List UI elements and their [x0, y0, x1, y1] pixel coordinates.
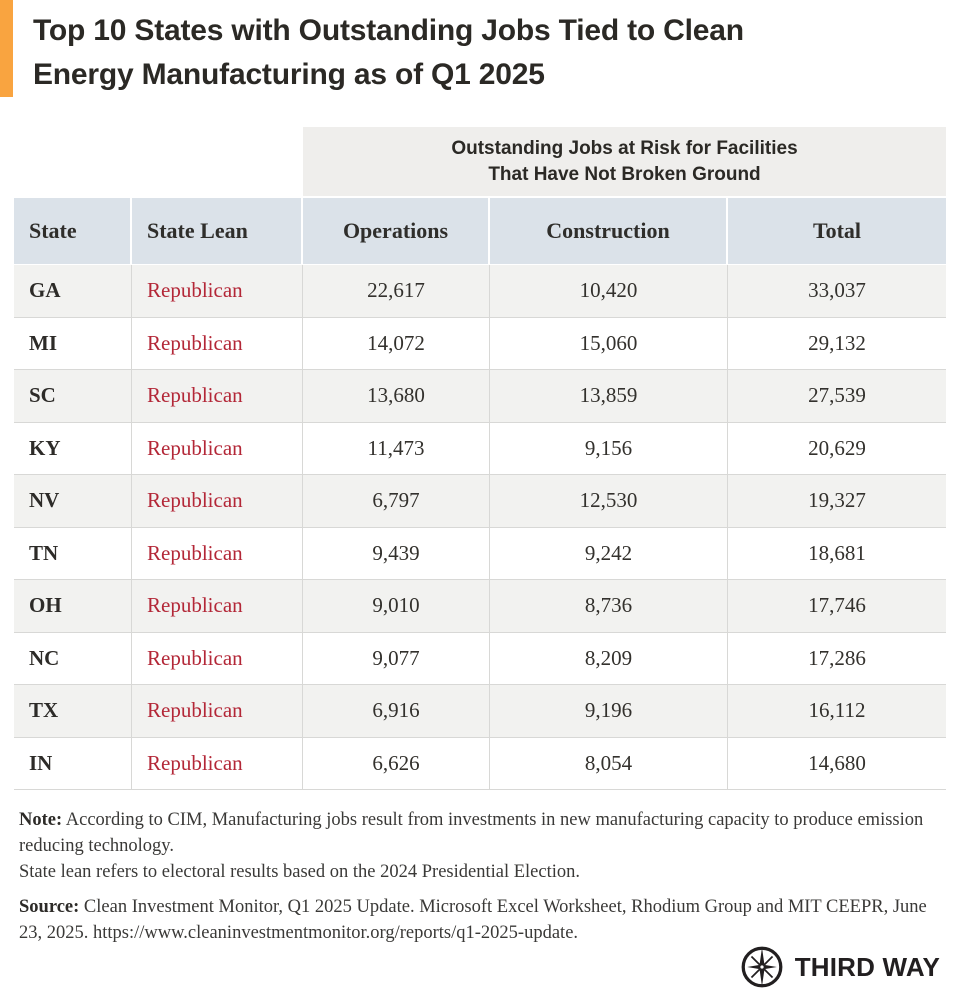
state-lean-cell: Republican — [132, 265, 303, 317]
table-row: NC Republican 9,077 8,209 17,286 — [14, 632, 946, 685]
construction-cell: 10,420 — [490, 265, 728, 317]
construction-cell: 9,196 — [490, 685, 728, 737]
construction-cell: 8,054 — [490, 737, 728, 789]
page-title-line1: Top 10 States with Outstanding Jobs Tied… — [33, 14, 744, 47]
total-cell: 19,327 — [808, 488, 866, 513]
state-lean-cell: Republican — [132, 370, 303, 422]
state-cell: IN — [14, 737, 132, 789]
logo-text: THIRD WAY — [794, 951, 940, 982]
span-header: Outstanding Jobs at Risk for Facilities … — [303, 127, 946, 196]
operations-cell: 11,473 — [303, 422, 490, 474]
table-row: NV Republican 6,797 12,530 19,327 — [14, 475, 946, 528]
table-body: GA Republican 22,617 10,420 33,037 MI Re… — [14, 265, 946, 790]
state-lean-cell: Republican — [132, 475, 303, 527]
state-lean-cell: Republican — [132, 580, 303, 632]
state-cell: SC — [14, 370, 132, 422]
construction-cell: 13,859 — [490, 370, 728, 422]
note-text: Note: According to CIM, Manufacturing jo… — [19, 810, 924, 856]
third-way-logo: THIRD WAY — [739, 944, 940, 990]
operations-cell: 14,072 — [303, 317, 490, 369]
span-header-row: Outstanding Jobs at Risk for Facilities … — [14, 127, 946, 196]
table-row: TN Republican 9,439 9,242 18,681 — [14, 527, 946, 580]
state-cell: KY — [14, 422, 132, 474]
state-lean-cell: Republican — [132, 632, 303, 684]
jobs-table: Outstanding Jobs at Risk for Facilities … — [14, 127, 946, 790]
table-row: IN Republican 6,626 8,054 14,680 — [14, 737, 946, 790]
state-lean-cell: Republican — [132, 737, 303, 789]
span-header-line2: That Have Not Broken Ground — [488, 163, 761, 185]
note-label: Note: — [19, 810, 63, 830]
state-cell: GA — [14, 265, 132, 317]
construction-cell: 9,242 — [490, 527, 728, 579]
span-header-spacer — [14, 127, 303, 196]
source-label: Source: — [19, 897, 80, 917]
footnotes: Note: According to CIM, Manufacturing jo… — [19, 807, 944, 946]
construction-cell: 8,736 — [490, 580, 728, 632]
operations-cell: 9,439 — [303, 527, 490, 579]
total-cell: 29,132 — [808, 330, 866, 355]
state-cell: OH — [14, 580, 132, 632]
table-row: SC Republican 13,680 13,859 27,539 — [14, 370, 946, 423]
state-lean-cell: Republican — [132, 685, 303, 737]
total-cell: 17,286 — [808, 645, 866, 670]
construction-cell: 9,156 — [490, 422, 728, 474]
note-state-lean: State lean refers to electoral results b… — [19, 862, 580, 882]
total-cell: 33,037 — [808, 278, 866, 303]
column-header-state-lean: State Lean — [132, 198, 303, 264]
total-cell: 16,112 — [808, 698, 866, 723]
state-cell: TX — [14, 685, 132, 737]
table-row: TX Republican 6,916 9,196 16,112 — [14, 685, 946, 738]
title-block: Top 10 States with Outstanding Jobs Tied… — [0, 0, 960, 97]
state-cell: NV — [14, 475, 132, 527]
construction-cell: 15,060 — [490, 317, 728, 369]
total-cell: 20,629 — [808, 435, 866, 460]
operations-cell: 9,077 — [303, 632, 490, 684]
table-row: KY Republican 11,473 9,156 20,629 — [14, 422, 946, 475]
accent-bar — [0, 0, 13, 97]
state-lean-cell: Republican — [132, 422, 303, 474]
state-cell: TN — [14, 527, 132, 579]
construction-cell: 8,209 — [490, 632, 728, 684]
table-row: GA Republican 22,617 10,420 33,037 — [14, 265, 946, 318]
total-cell: 17,746 — [808, 593, 866, 618]
column-header-state: State — [14, 198, 132, 264]
table-row: OH Republican 9,010 8,736 17,746 — [14, 580, 946, 633]
operations-cell: 6,626 — [303, 737, 490, 789]
compass-star-icon — [741, 946, 783, 988]
column-header-operations: Operations — [303, 198, 490, 264]
construction-cell: 12,530 — [490, 475, 728, 527]
page-title-line2: Energy Manufacturing as of Q1 2025 — [33, 58, 545, 91]
state-lean-cell: Republican — [132, 317, 303, 369]
operations-cell: 22,617 — [303, 265, 490, 317]
column-header-construction: Construction — [490, 198, 728, 264]
operations-cell: 6,916 — [303, 685, 490, 737]
total-cell: 27,539 — [808, 383, 866, 408]
state-cell: MI — [14, 317, 132, 369]
table-row: MI Republican 14,072 15,060 29,132 — [14, 317, 946, 370]
page-title: Top 10 States with Outstanding Jobs Tied… — [33, 9, 940, 97]
total-cell: 18,681 — [808, 540, 866, 565]
source-text: Source: Clean Investment Monitor, Q1 202… — [19, 897, 927, 943]
operations-cell: 6,797 — [303, 475, 490, 527]
column-header-row: State State Lean Operations Construction… — [14, 198, 946, 264]
state-cell: NC — [14, 632, 132, 684]
span-header-line1: Outstanding Jobs at Risk for Facilities — [451, 137, 798, 159]
total-cell: 14,680 — [808, 750, 866, 775]
operations-cell: 13,680 — [303, 370, 490, 422]
operations-cell: 9,010 — [303, 580, 490, 632]
state-lean-cell: Republican — [132, 527, 303, 579]
column-header-total: Total — [728, 198, 946, 264]
